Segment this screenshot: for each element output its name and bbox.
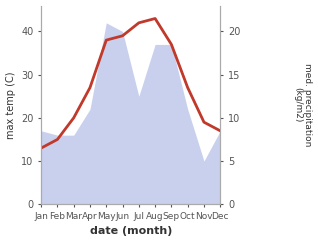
- X-axis label: date (month): date (month): [89, 227, 172, 236]
- Y-axis label: max temp (C): max temp (C): [5, 71, 16, 139]
- Y-axis label: med. precipitation
(kg/m2): med. precipitation (kg/m2): [293, 63, 313, 147]
